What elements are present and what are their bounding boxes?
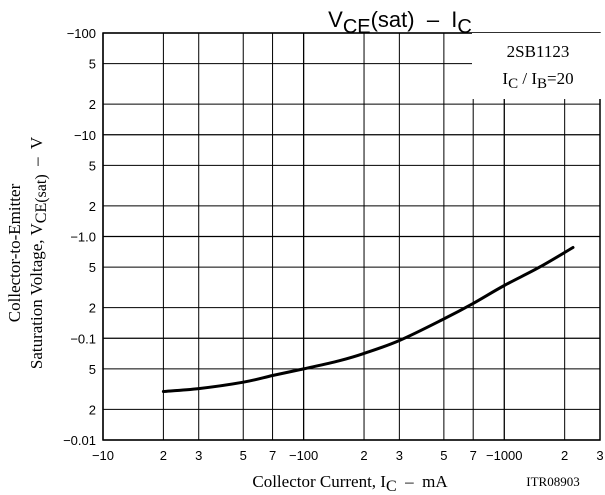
annotation-box: 2SB1123 IC / IB=20 (472, 33, 602, 99)
y-tick-label: 5 (89, 362, 96, 377)
y-tick-label: −0.01 (63, 433, 96, 448)
x-tick-label: 7 (269, 448, 276, 463)
figure-code: ITR08903 (526, 474, 579, 489)
x-tick-label: 7 (470, 448, 477, 463)
x-tick-label: 3 (396, 448, 403, 463)
y-tick-label: −0.1 (70, 331, 96, 346)
x-tick-label: −10 (92, 448, 114, 463)
x-axis-label: Collector Current, IC – mA (252, 472, 448, 495)
y-tick-label: 5 (89, 57, 96, 72)
x-tick-labels: −10 2 3 5 7 −100 2 3 5 7 −1000 2 3 (92, 448, 604, 463)
plot-border (102, 32, 601, 441)
y-tick-label: −1.0 (70, 230, 96, 245)
x-tick-label: 2 (561, 448, 568, 463)
y-axis-label-line1: Collector-to-Emitter (5, 183, 24, 322)
y-tick-label: 2 (89, 301, 96, 316)
x-tick-label: −1000 (486, 448, 523, 463)
y-tick-label: 5 (89, 260, 96, 275)
x-tick-label: 3 (195, 448, 202, 463)
y-tick-label: 2 (89, 97, 96, 112)
annotation-ratio: IC / IB=20 (502, 69, 573, 92)
y-tick-label: 2 (89, 402, 96, 417)
x-tick-label: −100 (289, 448, 318, 463)
y-tick-label: 5 (89, 158, 96, 173)
x-tick-label: 5 (440, 448, 447, 463)
y-tick-label: −100 (67, 26, 96, 41)
plot-area (102, 32, 601, 441)
y-tick-label: 2 (89, 199, 96, 214)
y-tick-labels: −0.01 2 5 −0.1 2 5 −1.0 2 5 −10 2 5 −100 (63, 26, 96, 448)
y-tick-label: −10 (74, 128, 96, 143)
x-tick-label: 5 (240, 448, 247, 463)
y-axis-label-line2: Saturation Voltage, VCE(sat) – V (27, 136, 50, 369)
series-line (161, 246, 575, 393)
x-tick-label: 3 (596, 448, 603, 463)
annotation-background (472, 33, 602, 99)
x-tick-label: 2 (160, 448, 167, 463)
x-tick-label: 2 (360, 448, 367, 463)
annotation-part: 2SB1123 (507, 42, 570, 61)
data-series (161, 246, 575, 393)
